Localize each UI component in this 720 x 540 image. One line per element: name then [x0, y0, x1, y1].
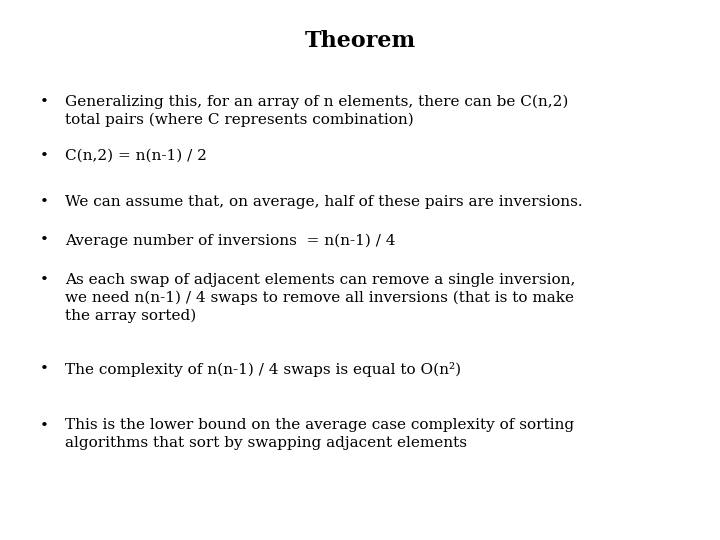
Text: C(n,2) = n(n-1) / 2: C(n,2) = n(n-1) / 2 — [65, 148, 207, 163]
Text: •: • — [40, 148, 48, 163]
Text: As each swap of adjacent elements can remove a single inversion,
we need n(n-1) : As each swap of adjacent elements can re… — [65, 273, 575, 323]
Text: Average number of inversions  = n(n-1) / 4: Average number of inversions = n(n-1) / … — [65, 233, 395, 248]
Text: Theorem: Theorem — [305, 30, 415, 52]
Text: •: • — [40, 195, 48, 210]
Text: •: • — [40, 94, 48, 109]
Text: •: • — [40, 233, 48, 247]
Text: The complexity of n(n-1) / 4 swaps is equal to O(n²): The complexity of n(n-1) / 4 swaps is eq… — [65, 362, 461, 377]
Text: This is the lower bound on the average case complexity of sorting
algorithms tha: This is the lower bound on the average c… — [65, 418, 574, 450]
Text: Generalizing this, for an array of n elements, there can be C(n,2)
total pairs (: Generalizing this, for an array of n ele… — [65, 94, 568, 127]
Text: •: • — [40, 273, 48, 287]
Text: •: • — [40, 362, 48, 376]
Text: We can assume that, on average, half of these pairs are inversions.: We can assume that, on average, half of … — [65, 195, 582, 210]
Text: •: • — [40, 418, 48, 433]
